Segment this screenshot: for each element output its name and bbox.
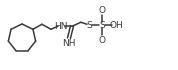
Text: S: S	[99, 21, 105, 30]
Text: HN: HN	[54, 22, 68, 31]
Text: S: S	[86, 21, 92, 30]
Text: O: O	[98, 6, 105, 15]
Text: OH: OH	[109, 21, 123, 30]
Text: NH: NH	[62, 39, 76, 48]
Text: O: O	[98, 36, 105, 45]
